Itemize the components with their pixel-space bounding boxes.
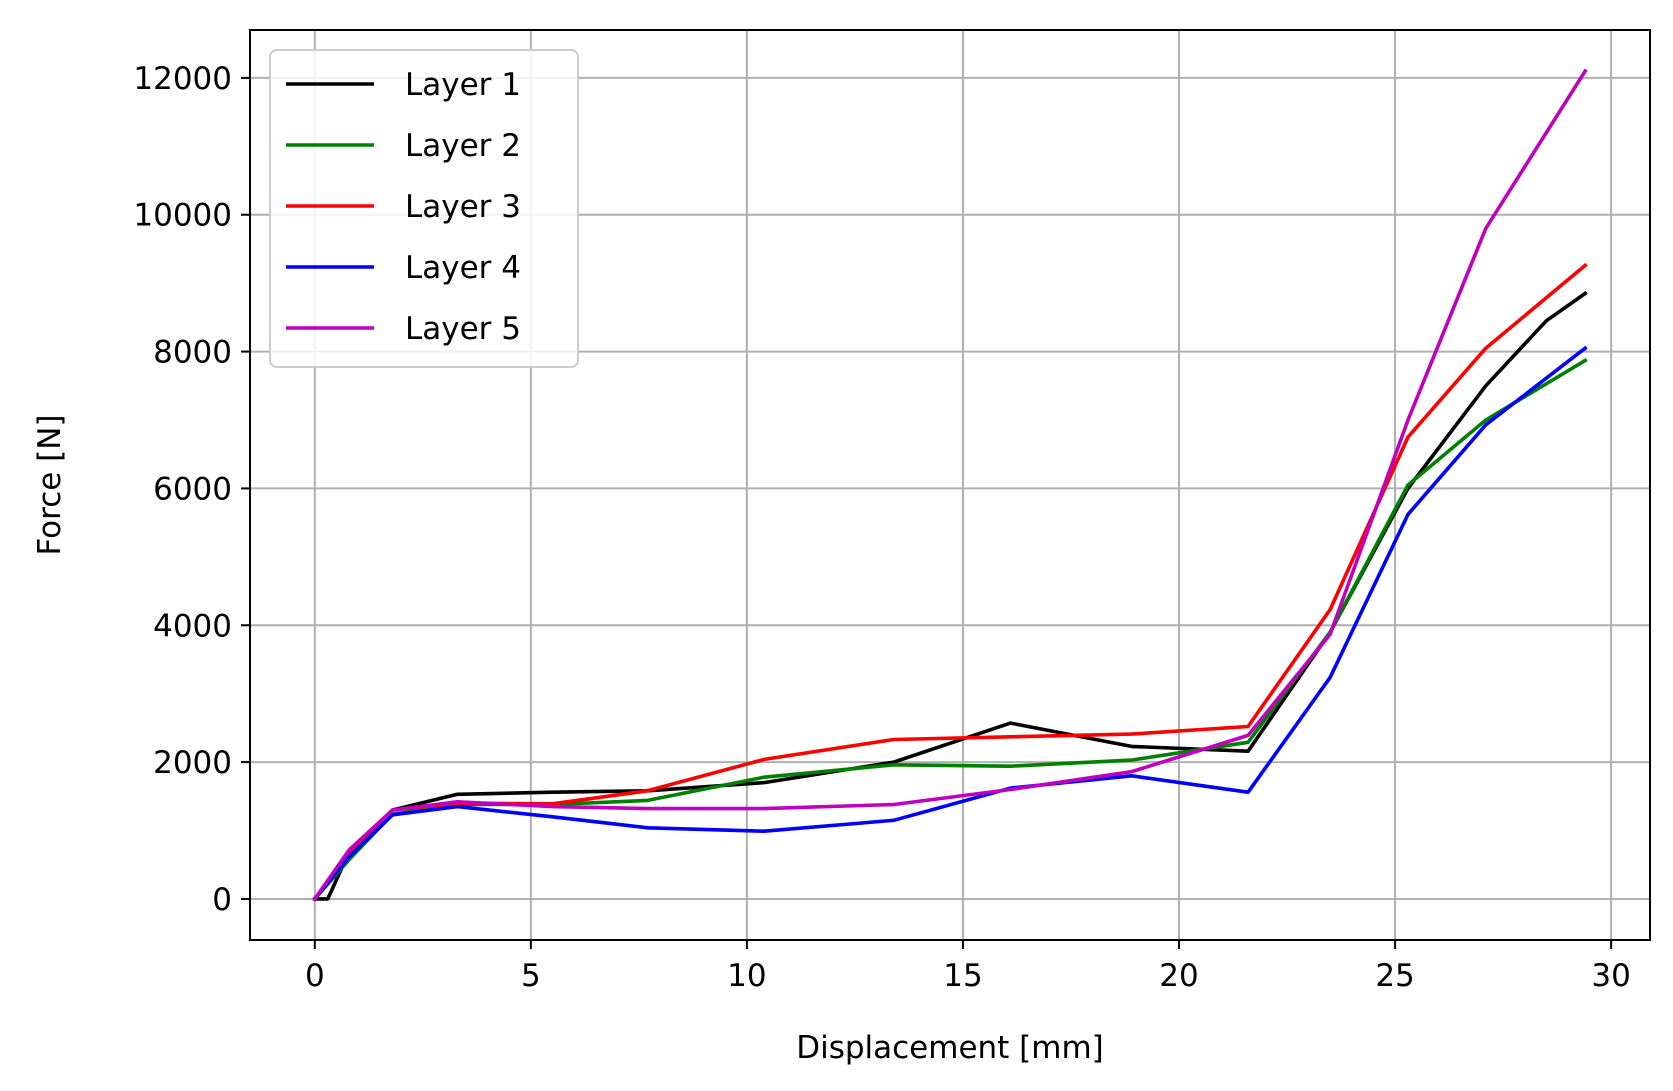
axis-ticks: 0 5 10 15 20 25 30 0 2000 4000 6000 8000 10000 12000 bbox=[133, 61, 1630, 994]
x-tick-label: 20 bbox=[1159, 958, 1198, 994]
series-line-layer-4 bbox=[312, 345, 1588, 902]
y-tick-label: 10000 bbox=[133, 198, 232, 234]
legend-label: Layer 2 bbox=[405, 128, 521, 164]
legend: Layer 1 Layer 2 Layer 3 Layer 4 Layer 5 bbox=[269, 49, 579, 368]
x-tick-label: 5 bbox=[521, 958, 541, 994]
y-tick-label: 2000 bbox=[153, 745, 232, 781]
grid bbox=[250, 30, 1650, 940]
y-tick-label: 4000 bbox=[153, 608, 232, 644]
y-tick-label: 0 bbox=[212, 882, 232, 918]
x-tick-label: 25 bbox=[1375, 958, 1414, 994]
legend-label: Layer 3 bbox=[405, 189, 521, 225]
legend-box bbox=[269, 49, 579, 368]
legend-label: Layer 1 bbox=[405, 67, 521, 103]
series-lines bbox=[312, 68, 1588, 902]
x-tick-label: 30 bbox=[1591, 958, 1630, 994]
x-axis-label: Displacement [mm] bbox=[796, 1030, 1104, 1066]
legend-label: Layer 5 bbox=[405, 311, 521, 347]
x-tick-label: 10 bbox=[727, 958, 766, 994]
plot-frame bbox=[249, 29, 1651, 941]
y-tick-label: 12000 bbox=[133, 61, 232, 97]
x-tick-label: 15 bbox=[943, 958, 982, 994]
y-tick-label: 6000 bbox=[153, 471, 232, 507]
y-tick-label: 8000 bbox=[153, 335, 232, 371]
series-line-layer-5 bbox=[312, 68, 1588, 902]
y-axis-label: Force [N] bbox=[32, 414, 68, 555]
x-tick-label: 0 bbox=[305, 958, 325, 994]
legend-label: Layer 4 bbox=[405, 250, 521, 286]
